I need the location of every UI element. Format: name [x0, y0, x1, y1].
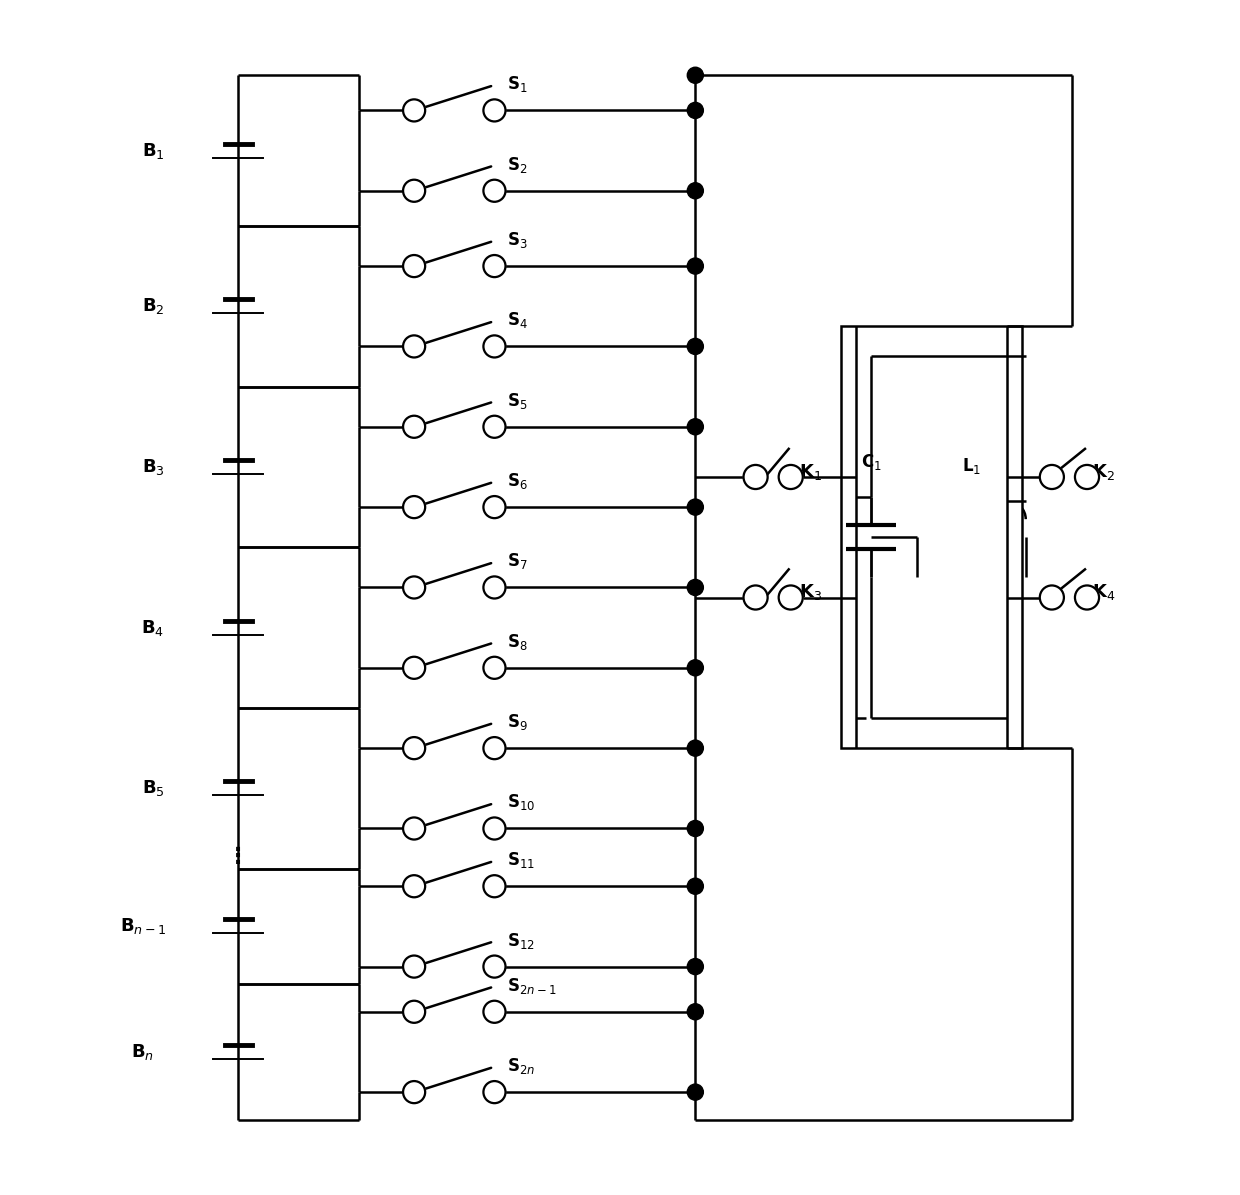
Circle shape: [779, 586, 802, 609]
Circle shape: [484, 416, 506, 437]
Circle shape: [484, 99, 506, 122]
Circle shape: [484, 875, 506, 897]
Circle shape: [687, 258, 703, 274]
Text: K$_1$: K$_1$: [799, 462, 822, 482]
Circle shape: [484, 1081, 506, 1103]
Circle shape: [779, 465, 802, 489]
Circle shape: [403, 496, 425, 519]
Text: S$_5$: S$_5$: [506, 391, 527, 411]
Text: K$_3$: K$_3$: [799, 582, 822, 602]
Circle shape: [484, 255, 506, 277]
Text: S$_{2n}$: S$_{2n}$: [506, 1056, 534, 1076]
Text: K$_2$: K$_2$: [1092, 462, 1115, 482]
Circle shape: [687, 418, 703, 435]
Text: B$_3$: B$_3$: [141, 456, 165, 477]
Circle shape: [403, 255, 425, 277]
Text: S$_3$: S$_3$: [506, 229, 527, 250]
Text: S$_1$: S$_1$: [506, 74, 527, 94]
Circle shape: [484, 1000, 506, 1023]
Text: S$_8$: S$_8$: [506, 632, 527, 651]
Circle shape: [687, 878, 703, 894]
Circle shape: [1040, 465, 1064, 489]
Circle shape: [403, 336, 425, 357]
Text: S$_{2n-1}$: S$_{2n-1}$: [506, 975, 556, 995]
Text: B$_{n-1}$: B$_{n-1}$: [120, 917, 166, 937]
Text: S$_4$: S$_4$: [506, 311, 527, 330]
Circle shape: [403, 737, 425, 759]
Circle shape: [403, 99, 425, 122]
Text: S$_{11}$: S$_{11}$: [506, 850, 534, 870]
Circle shape: [687, 183, 703, 198]
Text: B$_1$: B$_1$: [141, 141, 165, 160]
Circle shape: [687, 740, 703, 756]
Circle shape: [403, 817, 425, 840]
Circle shape: [687, 103, 703, 118]
Text: K$_4$: K$_4$: [1092, 582, 1116, 602]
Circle shape: [403, 875, 425, 897]
Text: S$_9$: S$_9$: [506, 712, 527, 733]
Circle shape: [687, 1004, 703, 1019]
Circle shape: [744, 465, 768, 489]
Circle shape: [484, 737, 506, 759]
Circle shape: [403, 1081, 425, 1103]
Circle shape: [484, 817, 506, 840]
Circle shape: [484, 576, 506, 599]
Circle shape: [403, 657, 425, 679]
Circle shape: [1040, 586, 1064, 609]
Circle shape: [403, 956, 425, 978]
Circle shape: [484, 956, 506, 978]
Circle shape: [484, 657, 506, 679]
Text: B$_2$: B$_2$: [141, 296, 165, 317]
Circle shape: [687, 338, 703, 355]
Circle shape: [687, 821, 703, 836]
Circle shape: [687, 958, 703, 975]
Text: S$_6$: S$_6$: [506, 471, 527, 491]
Text: B$_4$: B$_4$: [141, 618, 165, 638]
Circle shape: [403, 179, 425, 202]
Text: B$_n$: B$_n$: [131, 1042, 155, 1062]
Text: C$_1$: C$_1$: [861, 452, 882, 472]
Circle shape: [687, 1084, 703, 1101]
Bar: [841, 326, 1022, 748]
Text: ⋮: ⋮: [227, 847, 249, 868]
Circle shape: [687, 67, 703, 84]
Circle shape: [484, 179, 506, 202]
Circle shape: [403, 416, 425, 437]
Circle shape: [403, 1000, 425, 1023]
Circle shape: [687, 660, 703, 676]
Text: L$_1$: L$_1$: [962, 456, 981, 476]
Circle shape: [744, 586, 768, 609]
Circle shape: [687, 500, 703, 515]
Circle shape: [403, 576, 425, 599]
Text: B$_5$: B$_5$: [141, 778, 165, 798]
Text: S$_{10}$: S$_{10}$: [506, 792, 534, 813]
Text: S$_2$: S$_2$: [506, 154, 527, 174]
Circle shape: [484, 336, 506, 357]
Circle shape: [687, 580, 703, 595]
Circle shape: [484, 496, 506, 519]
Circle shape: [1075, 465, 1099, 489]
Text: S$_7$: S$_7$: [506, 551, 527, 571]
Circle shape: [1075, 586, 1099, 609]
Text: S$_{12}$: S$_{12}$: [506, 931, 534, 950]
